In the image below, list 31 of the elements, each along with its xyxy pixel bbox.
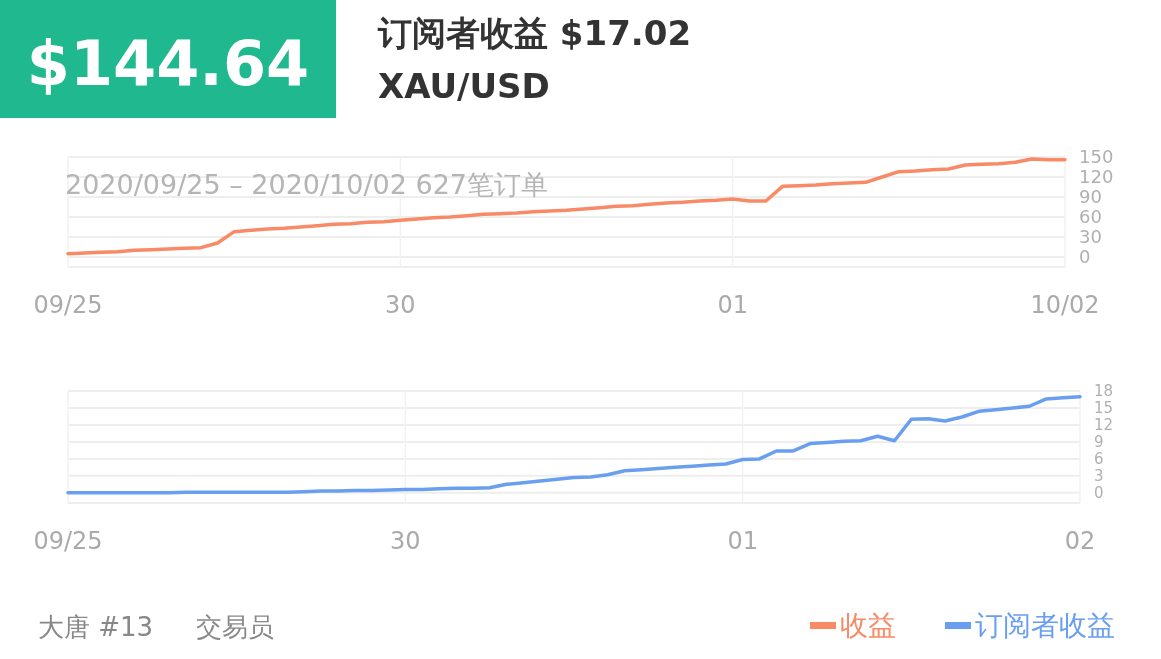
y-tick-label: 3 [1094,467,1104,486]
y-tick-label: 60 [1079,206,1102,228]
y-tick-label: 0 [1079,246,1091,268]
line-series [66,157,1067,256]
y-tick-label: 6 [1094,450,1104,469]
y-tick-label: 30 [1079,226,1102,248]
y-tick-label: 9 [1094,433,1104,452]
y-tick-label: 90 [1079,186,1102,208]
text: XAU/USD [378,66,550,106]
text: 交易员 [196,612,274,642]
legend-label: 收益 [840,609,896,642]
y-tick-label: 120 [1079,166,1114,188]
y-tick-label: 150 [1079,146,1114,168]
text: 2020/09/25 – 2020/10/02 627笔订单 [65,169,549,200]
x-tick-label: 02 [1064,527,1096,555]
text: 大唐 #13 [38,612,154,642]
line-series [66,394,1082,495]
y-tick-label: 0 [1094,484,1104,503]
y-tick-label: 15 [1094,399,1114,418]
text: 订阅者收益 $17.02 [377,13,692,53]
x-tick-label: 09/25 [33,527,103,555]
x-tick-label: 10/02 [1030,291,1100,319]
x-tick-label: 01 [727,527,758,555]
x-tick-label: 09/25 [33,291,103,319]
legend-label: 订阅者收益 [975,609,1115,642]
y-tick-label: 18 [1094,382,1114,401]
x-tick-label: 01 [717,291,748,319]
text: $144.64 [26,27,310,100]
y-tick-label: 12 [1094,416,1114,435]
x-tick-label: 30 [385,291,416,319]
x-tick-label: 30 [390,527,421,555]
